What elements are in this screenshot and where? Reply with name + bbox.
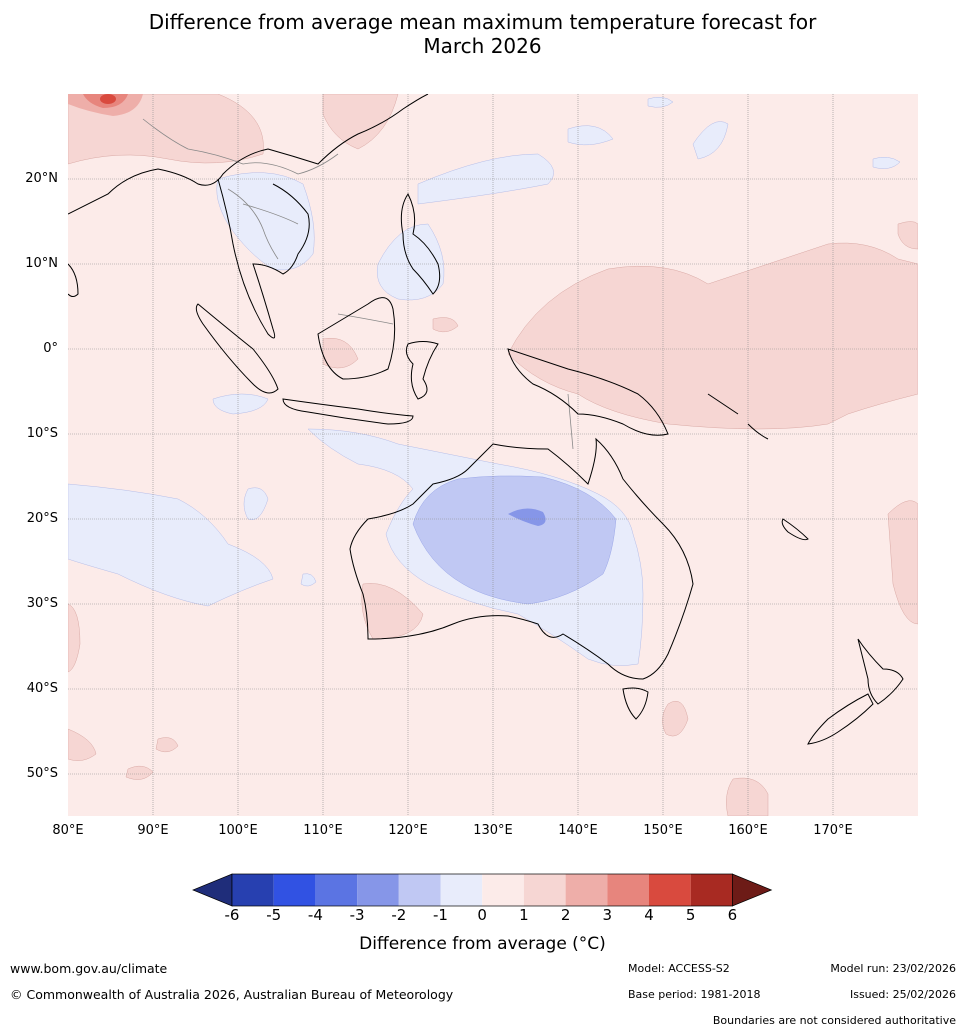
lon-label-170e: 170°E xyxy=(813,823,853,838)
colorbar-tick-label: 4 xyxy=(644,906,654,924)
lat-label-30s: 30°S xyxy=(27,596,58,611)
colorbar-swatch xyxy=(441,874,483,906)
colorbar-swatch xyxy=(607,874,649,906)
colorbar-swatch xyxy=(274,874,316,906)
lat-label-0: 0° xyxy=(43,341,58,356)
new-zealand-north xyxy=(858,639,903,704)
west-ocean-warm xyxy=(68,604,80,672)
lon-label-90e: 90°E xyxy=(137,823,168,838)
colorbar-tick-label: -4 xyxy=(308,906,323,924)
pacific-north-cool-5 xyxy=(648,97,673,107)
lon-label-150e: 150°E xyxy=(643,823,683,838)
lat-label-50s: 50°S xyxy=(27,766,58,781)
base-period: Base period: 1981-2018 xyxy=(628,988,760,1001)
sulawesi-coast xyxy=(406,342,438,400)
colorbar-swatch xyxy=(232,874,274,906)
sumatra-cool xyxy=(213,394,268,414)
south-ocean-warm-1 xyxy=(156,738,178,752)
pacific-north-cool-4 xyxy=(873,157,900,169)
graticule xyxy=(68,94,918,816)
colorbar-tick-label: 6 xyxy=(728,906,738,924)
far-east-warm xyxy=(898,222,918,250)
southwest-ocean-warm xyxy=(68,729,96,761)
sumatra-coast xyxy=(196,304,278,393)
model-name: Model: ACCESS-S2 xyxy=(628,962,730,975)
lon-label-110e: 110°E xyxy=(303,823,343,838)
colorbar-tick-label: -1 xyxy=(433,906,448,924)
tasmania-coast xyxy=(623,688,648,719)
colorbar-tick-label: 1 xyxy=(519,906,529,924)
borneo-warm xyxy=(433,318,458,332)
south-australia-warm xyxy=(362,583,423,639)
colorbar-tick-label: -2 xyxy=(391,906,406,924)
indochina-cool xyxy=(217,173,315,270)
colorbar-tick-label: -6 xyxy=(225,906,240,924)
colorbar-swatch xyxy=(315,874,357,906)
title-line-1: Difference from average mean maximum tem… xyxy=(0,10,965,34)
tasman-warm xyxy=(662,701,688,736)
colorbar-tick-label: 2 xyxy=(561,906,571,924)
colorbar-swatch xyxy=(399,874,441,906)
colorbar-tick-label: -3 xyxy=(350,906,365,924)
lat-label-20n: 20°N xyxy=(25,171,58,186)
south-ocean-warm-2 xyxy=(126,766,153,779)
lat-label-20s: 20°S xyxy=(27,511,58,526)
pacific-north-cool-2 xyxy=(568,126,613,145)
colorbar-swatch xyxy=(566,874,608,906)
colorbar-swatch xyxy=(482,874,524,906)
lon-label-160e: 160°E xyxy=(728,823,768,838)
lon-label-100e: 100°E xyxy=(218,823,258,838)
colorbar-extend-high xyxy=(732,874,771,906)
south-ocean-warm-3 xyxy=(726,778,768,816)
new-caledonia xyxy=(782,519,808,540)
pacific-warm-region xyxy=(508,243,918,429)
java-sea-cool xyxy=(244,488,268,520)
title-line-2: March 2026 xyxy=(0,34,965,58)
new-zealand-south xyxy=(808,694,873,744)
colorbar-tick-label: 0 xyxy=(477,906,487,924)
lat-label-10s: 10°S xyxy=(27,426,58,441)
small-cool xyxy=(301,574,316,586)
colorbar-label: Difference from average (°C) xyxy=(0,934,965,954)
indian-ocean-warm xyxy=(323,338,358,368)
colorbar-swatches xyxy=(192,873,774,907)
indian-ocean-cool xyxy=(68,484,273,606)
colorbar-tick-label: 3 xyxy=(603,906,613,924)
south-china-sea-warm xyxy=(323,94,398,149)
colorbar-tick-label: 5 xyxy=(686,906,696,924)
colorbar-swatch xyxy=(357,874,399,906)
issued-date: Issued: 25/02/2026 xyxy=(850,988,956,1001)
model-run-date: Model run: 23/02/2026 xyxy=(830,962,956,975)
boundaries-disclaimer: Boundaries are not considered authoritat… xyxy=(713,1014,956,1027)
bom-url[interactable]: www.bom.gov.au/climate xyxy=(10,961,167,976)
colorbar-swatch xyxy=(649,874,691,906)
philippines-cool xyxy=(377,224,444,300)
lon-label-120e: 120°E xyxy=(388,823,428,838)
lat-label-10n: 10°N xyxy=(25,256,58,271)
colorbar-swatch xyxy=(524,874,566,906)
pacific-north-cool-3 xyxy=(693,122,728,160)
java-coast xyxy=(283,399,413,424)
copyright-text: © Commonwealth of Australia 2026, Austra… xyxy=(10,987,453,1002)
map-canvas xyxy=(68,94,918,816)
colorbar-extend-low xyxy=(193,874,232,906)
forecast-map xyxy=(68,94,918,816)
lon-label-130e: 130°E xyxy=(473,823,513,838)
map-title: Difference from average mean maximum tem… xyxy=(0,10,965,58)
colorbar-swatch xyxy=(691,874,733,906)
lat-label-40s: 40°S xyxy=(27,681,58,696)
colorbar-tick-label: -5 xyxy=(266,906,281,924)
india-coast xyxy=(68,264,78,297)
lon-label-140e: 140°E xyxy=(558,823,598,838)
lon-label-80e: 80°E xyxy=(52,823,83,838)
